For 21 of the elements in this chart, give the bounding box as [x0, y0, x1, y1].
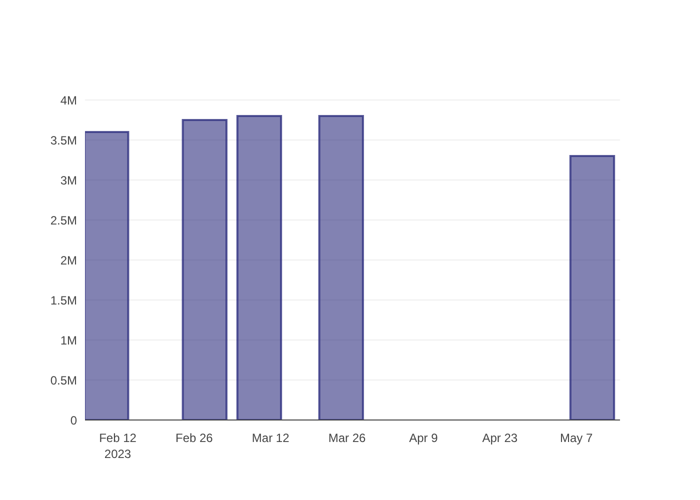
x-tick-label: Apr 23 [482, 431, 518, 445]
y-tick-label: 0.5M [50, 373, 77, 388]
bar [182, 119, 228, 420]
x-tick-label: Feb 12 2023 [99, 431, 137, 461]
x-tick-label: Apr 9 [409, 431, 438, 445]
y-tick-label: 2.5M [50, 213, 77, 228]
y-tick-label: 0 [70, 413, 78, 428]
bar [85, 131, 130, 420]
x-tick-label: Mar 12 [252, 431, 290, 445]
bar [569, 155, 616, 420]
y-tick-label: 2M [60, 253, 77, 268]
bar [318, 115, 364, 420]
bar [236, 115, 282, 420]
y-tick-label: 1M [60, 333, 77, 348]
x-tick-label: May 7 [560, 431, 593, 445]
y-tick-label: 3M [60, 173, 77, 188]
y-tick-label: 4M [60, 93, 77, 108]
x-tick-label: Feb 26 [176, 431, 214, 445]
y-tick-label: 3.5M [50, 133, 77, 148]
y-tick-label: 1.5M [50, 293, 77, 308]
x-tick-label: Mar 26 [328, 431, 366, 445]
